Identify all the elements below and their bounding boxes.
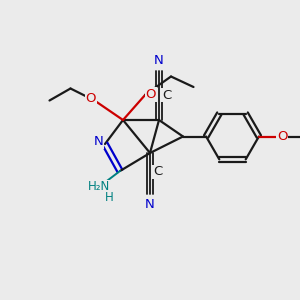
Text: C: C — [153, 165, 162, 178]
Text: N: N — [154, 53, 164, 67]
Text: O: O — [277, 130, 287, 143]
Text: C: C — [162, 89, 171, 102]
Text: N: N — [94, 135, 103, 148]
Text: O: O — [146, 88, 156, 101]
Text: N: N — [145, 198, 155, 212]
Text: H₂N: H₂N — [88, 180, 110, 193]
Text: H: H — [105, 191, 114, 204]
Text: O: O — [86, 92, 96, 105]
